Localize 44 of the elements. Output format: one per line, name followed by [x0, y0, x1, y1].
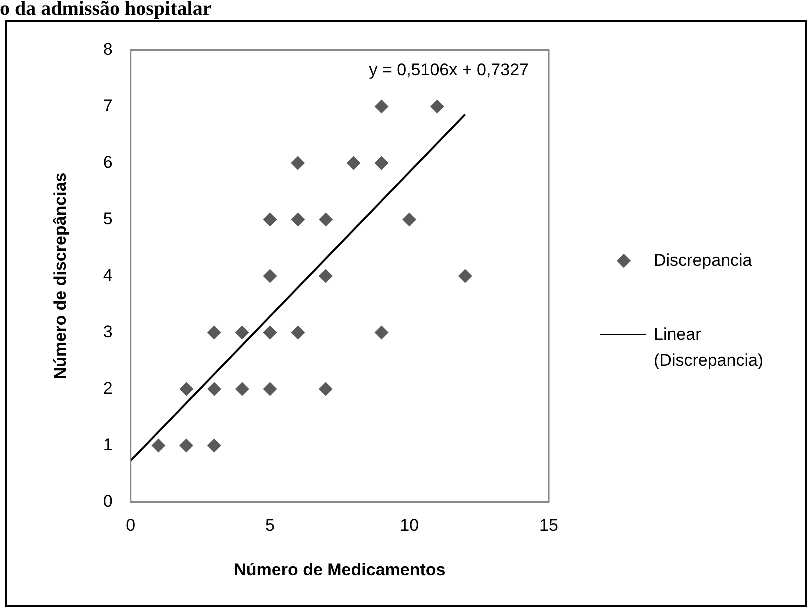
point [207, 438, 222, 453]
point [291, 326, 306, 340]
y-tick-label: 8 [103, 40, 113, 59]
x-tick-label: 15 [540, 516, 558, 536]
point [318, 212, 333, 227]
point [263, 212, 278, 227]
legend-label: Linear (Discrepancia) [654, 324, 765, 372]
legend-label: Discrepancia [654, 250, 752, 272]
point [207, 382, 222, 396]
point [180, 382, 194, 396]
point [291, 156, 306, 170]
point [235, 382, 250, 396]
y-tick-label: 6 [103, 152, 113, 172]
y-tick-label: 0 [103, 492, 113, 511]
x-axis-title: Número de Medicamentos [234, 560, 446, 580]
point [235, 326, 250, 340]
point [430, 100, 444, 114]
point [374, 100, 389, 114]
point [402, 212, 417, 227]
point [458, 269, 472, 284]
y-tick-label: 5 [103, 209, 113, 228]
point [374, 326, 389, 340]
x-tick-label: 10 [400, 516, 420, 536]
y-tick-label: 3 [103, 322, 113, 342]
point [318, 269, 333, 284]
point [346, 156, 361, 170]
point [291, 212, 306, 227]
point [263, 326, 278, 340]
point [263, 382, 278, 396]
x-tick-label: 5 [266, 516, 275, 536]
point [374, 156, 389, 170]
annotation: y = 0,5106x + 0,7327 [369, 60, 529, 80]
y-tick-label: 7 [103, 96, 113, 116]
y-tick-label: 4 [103, 266, 113, 285]
point [207, 326, 222, 340]
x-tick-label: 0 [126, 516, 136, 536]
y-axis-title: Número de discrepâncias [50, 172, 70, 380]
chart-title: o da admissão hospitalar [0, 0, 212, 20]
y-tick-label: 1 [103, 435, 113, 454]
point [263, 269, 278, 284]
y-tick-label: 2 [103, 378, 113, 398]
point [318, 382, 333, 396]
point [180, 438, 194, 453]
point [152, 438, 166, 453]
